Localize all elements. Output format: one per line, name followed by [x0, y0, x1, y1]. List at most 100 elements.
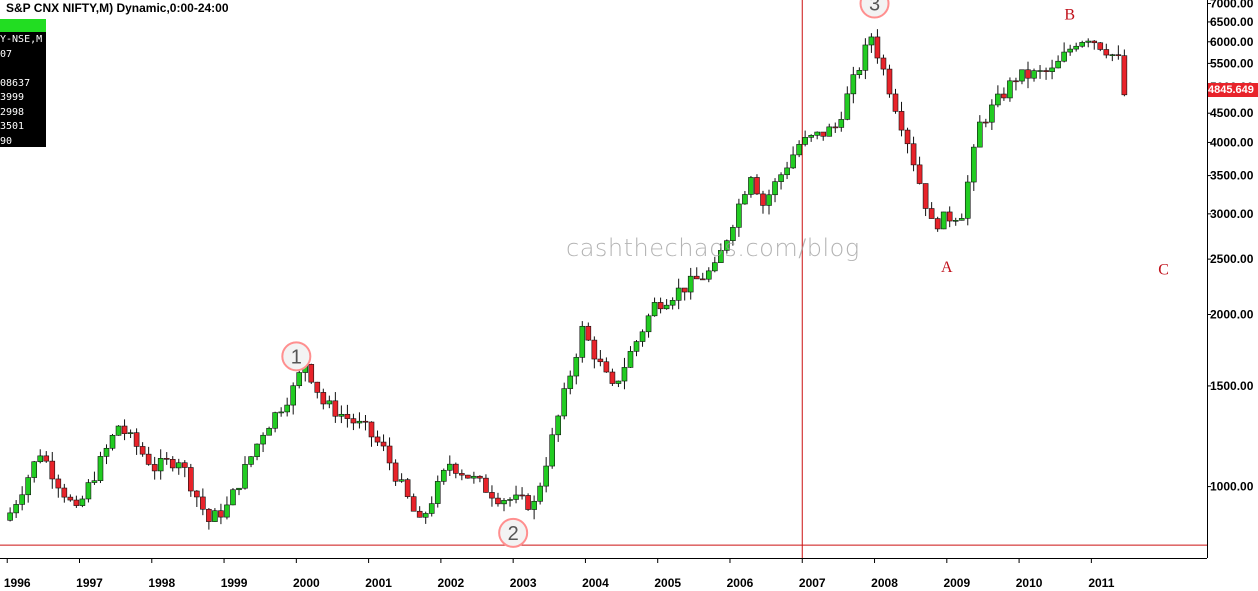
wave-letter-label: A — [941, 259, 953, 276]
candle-body — [278, 411, 284, 414]
candle-body — [687, 275, 694, 293]
candle-body — [272, 412, 278, 429]
candle-body — [989, 104, 995, 123]
candle-body — [850, 74, 857, 95]
candle-body — [332, 400, 339, 417]
candle-body — [25, 477, 31, 496]
candle-body — [380, 441, 387, 447]
candle-body — [1073, 45, 1079, 50]
candle-body — [712, 262, 718, 272]
data-window-line: Y-NSE,M — [0, 34, 43, 45]
candle-body — [778, 174, 784, 182]
candle-body — [477, 475, 483, 479]
y-tick-label: 4000.00 — [1210, 135, 1254, 149]
data-window-panel[interactable]: Y-NSE,M 07 08637 3999 2998 3501 90 — [0, 19, 46, 147]
candle-body — [952, 220, 959, 222]
x-tick-label: 2008 — [871, 576, 898, 590]
candle-body — [808, 134, 814, 138]
y-tick-label: 3000.00 — [1210, 207, 1254, 221]
candle-body — [790, 154, 796, 169]
candle-body — [609, 371, 616, 384]
candle-body — [489, 492, 495, 499]
candle-body — [736, 203, 742, 228]
candle-body — [230, 489, 236, 506]
candle-body — [579, 325, 586, 358]
x-tick-label: 2006 — [727, 576, 754, 590]
candle-body — [422, 513, 429, 518]
candle-body — [290, 385, 296, 406]
data-window-line: 2998 — [0, 106, 25, 118]
candle-body — [1043, 70, 1049, 72]
candle-body — [151, 464, 158, 472]
candle-body — [585, 325, 592, 341]
candle-body — [392, 462, 399, 482]
y-tick-label: 1500.00 — [1210, 379, 1254, 393]
x-tick-label: 2002 — [438, 576, 465, 590]
candle-body — [127, 432, 134, 434]
candle-body — [181, 462, 188, 468]
candle-body — [338, 413, 345, 417]
candle-body — [669, 300, 676, 306]
candle-body — [814, 131, 820, 136]
candle-body — [856, 70, 863, 75]
candle-body — [639, 331, 646, 342]
candle-body — [718, 250, 724, 263]
wave-label-circle — [281, 341, 312, 372]
candle-body — [760, 193, 766, 206]
data-window-line: 08637 — [0, 77, 31, 89]
x-tick-label: 2003 — [510, 576, 537, 590]
candle-body — [356, 420, 363, 424]
candle-body — [79, 498, 86, 506]
candle-body — [531, 500, 537, 510]
candle-body — [248, 456, 254, 465]
candle-body — [1013, 80, 1019, 83]
candle-body — [200, 496, 206, 510]
candle-body — [946, 211, 953, 222]
candle-body — [163, 458, 170, 460]
candle-body — [483, 477, 489, 493]
candle-body — [977, 121, 983, 148]
candle-body — [1115, 54, 1122, 56]
wave-label-text: 3 — [869, 0, 880, 16]
candle-body — [1037, 70, 1043, 72]
candle-body — [501, 500, 507, 505]
y-tick-label: 6500.00 — [1210, 15, 1254, 29]
candle-body — [157, 458, 164, 472]
candle-body — [892, 93, 899, 112]
candle-body — [928, 208, 935, 219]
wave-label-circle — [859, 0, 890, 19]
candle-body — [97, 456, 104, 481]
candle-body — [940, 211, 947, 230]
candle-body — [904, 129, 911, 145]
candle-body — [934, 218, 941, 230]
candle-body — [820, 131, 827, 137]
candle-body — [868, 36, 875, 46]
x-tick-label: 2007 — [799, 576, 826, 590]
candle-body — [633, 341, 640, 352]
candle-body — [242, 464, 248, 489]
candle-body — [784, 167, 790, 176]
x-tick-label: 2004 — [582, 576, 609, 590]
candle-body — [543, 465, 549, 487]
candle-body — [525, 495, 531, 510]
candle-body — [169, 459, 176, 469]
candle-body — [693, 275, 700, 280]
wave-letter-label: C — [1158, 261, 1169, 278]
y-tick-label: 1000.00 — [1210, 480, 1254, 494]
candle-body — [121, 425, 128, 434]
candle-body — [344, 413, 351, 419]
candle-body — [1079, 42, 1086, 47]
candle-body — [19, 494, 25, 505]
x-tick-label: 2000 — [293, 576, 320, 590]
candle-body — [308, 364, 315, 383]
candle-body — [1103, 49, 1110, 56]
candle-body — [627, 351, 634, 368]
candle-body — [91, 480, 98, 483]
candle-body — [495, 497, 501, 505]
candle-body — [459, 473, 465, 476]
candle-body — [254, 443, 260, 457]
candle-body — [1055, 60, 1061, 69]
candle-body — [1121, 55, 1128, 96]
candle-body — [320, 392, 327, 405]
